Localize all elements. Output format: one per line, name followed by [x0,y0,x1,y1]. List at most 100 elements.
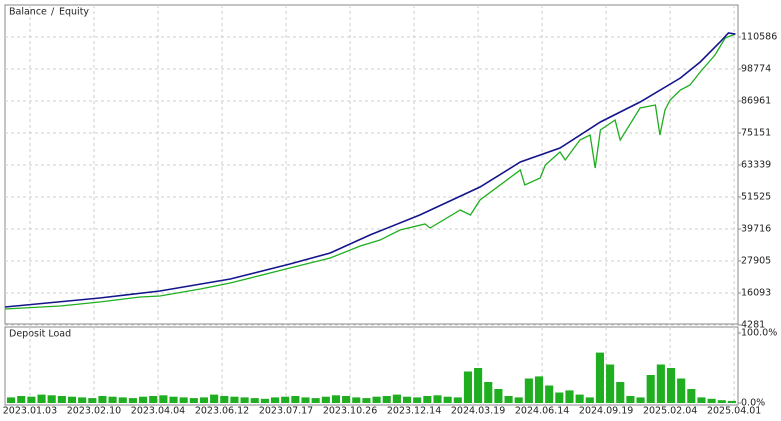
y-tick-label: 63339 [741,160,771,171]
load-bar [514,397,523,403]
load-title: Deposit Load [9,329,71,340]
x-tick-label: 2024.03.19 [451,406,505,417]
legend: Balance / Equity [9,7,89,18]
y-tick-label: 27905 [741,256,771,267]
load-bar [707,398,716,403]
y-tick-label: 51525 [741,192,771,203]
load-bar [260,398,269,403]
y-tick-label: 75151 [741,128,771,139]
load-bar [646,375,655,403]
load-bar [717,400,726,403]
series-line [4,32,736,308]
load-bar [423,396,432,403]
load-bar [727,400,736,403]
legend-separator: / [51,7,55,18]
load-bar [666,368,676,403]
load-bar [37,394,46,403]
load-bar [250,398,259,403]
main-frame [4,4,739,325]
load-bar [524,378,533,403]
x-tick-label: 2023.12.14 [387,406,441,417]
load-bar [372,396,381,403]
load-bar [57,396,66,403]
y-tick-label: 0.0% [741,398,765,409]
load-bar [240,397,249,403]
load-bar [656,364,665,403]
load-bar [677,378,686,403]
load-bar [118,397,127,403]
load-bar [321,396,330,403]
load-bar [281,396,290,403]
load-bar [687,389,696,403]
load-bar [433,395,442,403]
load-bar [331,395,341,403]
x-tick-label: 2025.04.01 [707,406,761,417]
load-bar [484,382,493,403]
load-bar [463,371,473,403]
load-bar [47,395,56,403]
load-bar [342,396,351,403]
x-tick-label: 2023.02.10 [67,406,121,417]
load-bar [474,368,483,403]
load-bar [159,395,168,403]
y-tick-label: 98774 [741,64,771,75]
load-bar [443,396,452,403]
load-bar [595,352,604,403]
load-bar [291,396,300,403]
load-bar [199,397,209,403]
load-bar [88,398,97,403]
series-line [4,33,736,310]
load-bar [169,396,178,403]
load-bar [585,397,594,403]
load-bar [301,397,310,403]
load-bar [311,398,320,403]
y-tick-label: 39716 [741,224,771,235]
load-bar [606,364,615,403]
load-bar [352,397,361,403]
load-bar [230,396,239,403]
load-bar [545,385,554,403]
load-bar [67,396,77,403]
load-frame [4,326,739,406]
load-bar [392,394,401,403]
load-bar [78,397,87,403]
y-tick-label: 100.0% [741,328,777,339]
load-bar [382,396,391,403]
y-tick-label: 110586 [741,32,777,43]
x-tick-label: 2023.06.12 [195,406,249,417]
load-bar [626,396,635,403]
load-bar [210,394,219,403]
x-tick-label: 2024.06.14 [515,406,569,417]
y-tick-label: 4281 [741,320,765,331]
load-bar [362,398,371,403]
load-bar [697,397,706,403]
load-bar [616,382,625,403]
legend-equity: Equity [59,7,89,18]
load-bar [565,390,574,403]
load-bar [270,397,280,403]
load-bar [7,397,16,403]
load-bar [504,396,513,403]
load-bar [189,398,198,403]
load-bar [402,396,412,403]
load-bar [453,397,462,403]
x-tick-label: 2023.07.17 [259,406,313,417]
load-bar [139,396,148,403]
load-bar [179,397,188,403]
load-bar [149,396,158,403]
load-bar [98,396,107,403]
y-tick-label: 86961 [741,96,771,107]
load-bar [534,376,544,403]
x-tick-label: 2023.01.03 [3,406,57,417]
load-bar [220,396,229,403]
x-tick-label: 2023.10.26 [323,406,377,417]
load-bar [555,392,564,403]
load-bar [494,389,503,403]
legend-balance: Balance [9,7,47,18]
load-bar [575,394,584,403]
load-bar [413,397,422,403]
load-bar [108,396,117,403]
x-tick-label: 2025.02.04 [643,406,697,417]
load-bar [128,398,137,403]
